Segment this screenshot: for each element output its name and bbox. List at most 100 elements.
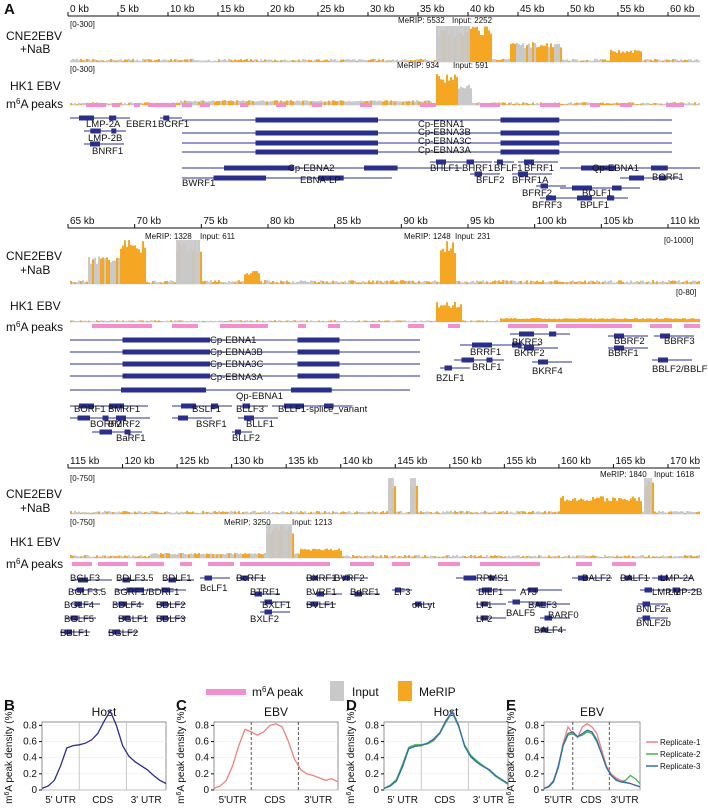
axis-tick-label: 145 kb	[397, 456, 427, 467]
row1-peak-track	[86, 103, 684, 107]
gene-label: BBRF2	[614, 336, 645, 347]
gene-label: BcRF1	[236, 573, 265, 584]
gene-label: BZLF1	[436, 373, 465, 384]
gene-label: BGLF2	[108, 628, 138, 639]
m6a-peak	[612, 562, 636, 566]
m6a-peak	[92, 324, 152, 328]
row1-hk1-merip-count: MeRIP: 934	[397, 61, 440, 70]
gene-label: BFRF3	[532, 200, 562, 211]
axis-tick-label: 60 kb	[670, 4, 695, 15]
gene-label: EBER1	[126, 119, 157, 130]
m6a-peak	[86, 103, 106, 107]
y-tick-label: 0.6	[23, 737, 37, 748]
gene-label: Cp-EBNA2	[288, 163, 334, 174]
row3-cne-merip-count: MeRIP: 1840	[600, 470, 647, 479]
gene-label: BKRF2	[514, 348, 545, 359]
x-axis-label: 5' UTR	[45, 795, 76, 806]
gene-label: BLLF1-splice_variant	[278, 404, 368, 415]
m6a-peak	[134, 103, 140, 107]
gene-label: BOLF1	[582, 188, 612, 199]
row2-cne-coverage	[70, 240, 700, 285]
y-tick-label: 0.2	[195, 769, 209, 780]
m6a-peak	[182, 103, 192, 107]
axis-tick-label: 50 kb	[570, 4, 595, 15]
axis-tick-label: 10 kb	[170, 4, 195, 15]
m6a-peak	[540, 103, 560, 107]
axis-tick-label: 25 kb	[320, 4, 345, 15]
row3-hk1-input-count: Input: 1213	[292, 518, 333, 527]
gene-label: BVRF2	[334, 573, 365, 584]
gene-label: LMP-2B	[668, 587, 702, 598]
gene-label: BBRF1	[608, 348, 639, 359]
x-axis-label: CDS	[92, 795, 113, 806]
gene-label: BORF1	[652, 172, 684, 183]
y-tick-label: 0.4	[23, 753, 37, 764]
row3-hk1-coverage	[70, 524, 700, 559]
axis-tick-label: 160 kb	[561, 456, 591, 467]
y-tick-label: 0	[373, 785, 379, 796]
gene-label: BGLF1	[118, 614, 148, 625]
metagene-series-line	[383, 711, 509, 789]
row3-peaks-label: m6A peaks	[6, 557, 63, 572]
m6a-peak	[448, 324, 460, 328]
row1-hk1-coverage	[70, 74, 700, 106]
axis-tick-label: 70 kb	[137, 216, 162, 227]
row3-cne-label-nab: +NaB	[20, 501, 50, 515]
gene-label: BXLF1	[262, 600, 291, 611]
gene-label: BDLF1	[162, 573, 192, 584]
legend-entry: Replicate-2	[660, 750, 701, 759]
x-axis-label: 3' UTR	[131, 795, 162, 806]
y-axis-title: m6A peak density (%)	[176, 708, 188, 804]
metagene-series-line	[543, 729, 641, 790]
row3-cne-label: CNE2EBV	[6, 487, 62, 501]
gene-label: BMRF1	[108, 404, 140, 415]
row3-hk1-scale: [0-750]	[70, 518, 95, 527]
m6a-peak	[298, 324, 306, 328]
m6a-peak	[350, 562, 374, 566]
gene-label: BVRF1	[306, 587, 337, 598]
gene-label: BDLF3.5	[116, 573, 154, 584]
axis-tick-label: 140 kb	[343, 456, 373, 467]
x-axis-label: 5' UTR	[387, 795, 418, 806]
x-axis-label: 3' UTR	[473, 795, 504, 806]
gene-label: Cp-EBNA3B	[210, 347, 263, 358]
gene-label: BLLF3	[236, 404, 264, 415]
axis-tick-label: 120 kb	[125, 456, 155, 467]
gene-label: BRLF1	[472, 362, 502, 373]
gene-label: BKRF3	[512, 337, 543, 348]
axis-tick-label: 80 kb	[270, 216, 295, 227]
y-tick-label: 0.6	[195, 737, 209, 748]
gene-label: BBLF2/BBLF3	[652, 364, 708, 375]
panel-c-ebv-metagene: C EBV 0 0.2 0.4 0.6 0.8 5'UTR CDS 3'UTR m6A peak d…	[176, 697, 339, 806]
gene-label: BHLF1	[430, 163, 460, 174]
gene-label: BLLF2	[232, 433, 260, 444]
x-axis-label: CDS	[434, 795, 455, 806]
y-tick-label: 0.4	[525, 753, 539, 764]
gene-label: BKRF4	[532, 366, 563, 377]
gene-label: BBLF1	[60, 628, 89, 639]
m6a-peak	[408, 324, 424, 328]
axis-tick-label: 150 kb	[452, 456, 482, 467]
panel-e-ebv-replicates: E EBV 0 0.2 0.4 0.6 0.8 5'UTR CDS 3'UTR m6A peak d…	[506, 697, 702, 806]
m6a-peak	[556, 324, 632, 328]
m6a-peak	[590, 103, 600, 107]
axis-tick-label: 105 kb	[603, 216, 633, 227]
axis-tick-label: 30 kb	[370, 4, 395, 15]
m6a-peak	[420, 103, 436, 107]
gene-label: BILF1	[478, 587, 503, 598]
row2-cne-input-count-1: Input: 611	[200, 232, 236, 241]
m6a-peak	[370, 324, 380, 328]
row3-hk1-label: HK1 EBV	[10, 535, 61, 549]
y-tick-label: 0	[31, 785, 37, 796]
m6a-peak	[480, 562, 540, 566]
m6a-peak	[208, 562, 234, 566]
m6a-peak	[180, 562, 192, 566]
axis-tick-label: 95 kb	[470, 216, 495, 227]
m6a-peak	[312, 103, 322, 107]
row3-cne-coverage	[70, 478, 700, 515]
y-tick-label: 0.2	[365, 769, 379, 780]
panel-title: EBV	[580, 705, 604, 719]
m6a-peak	[620, 103, 632, 107]
m6a-peak	[438, 562, 460, 566]
